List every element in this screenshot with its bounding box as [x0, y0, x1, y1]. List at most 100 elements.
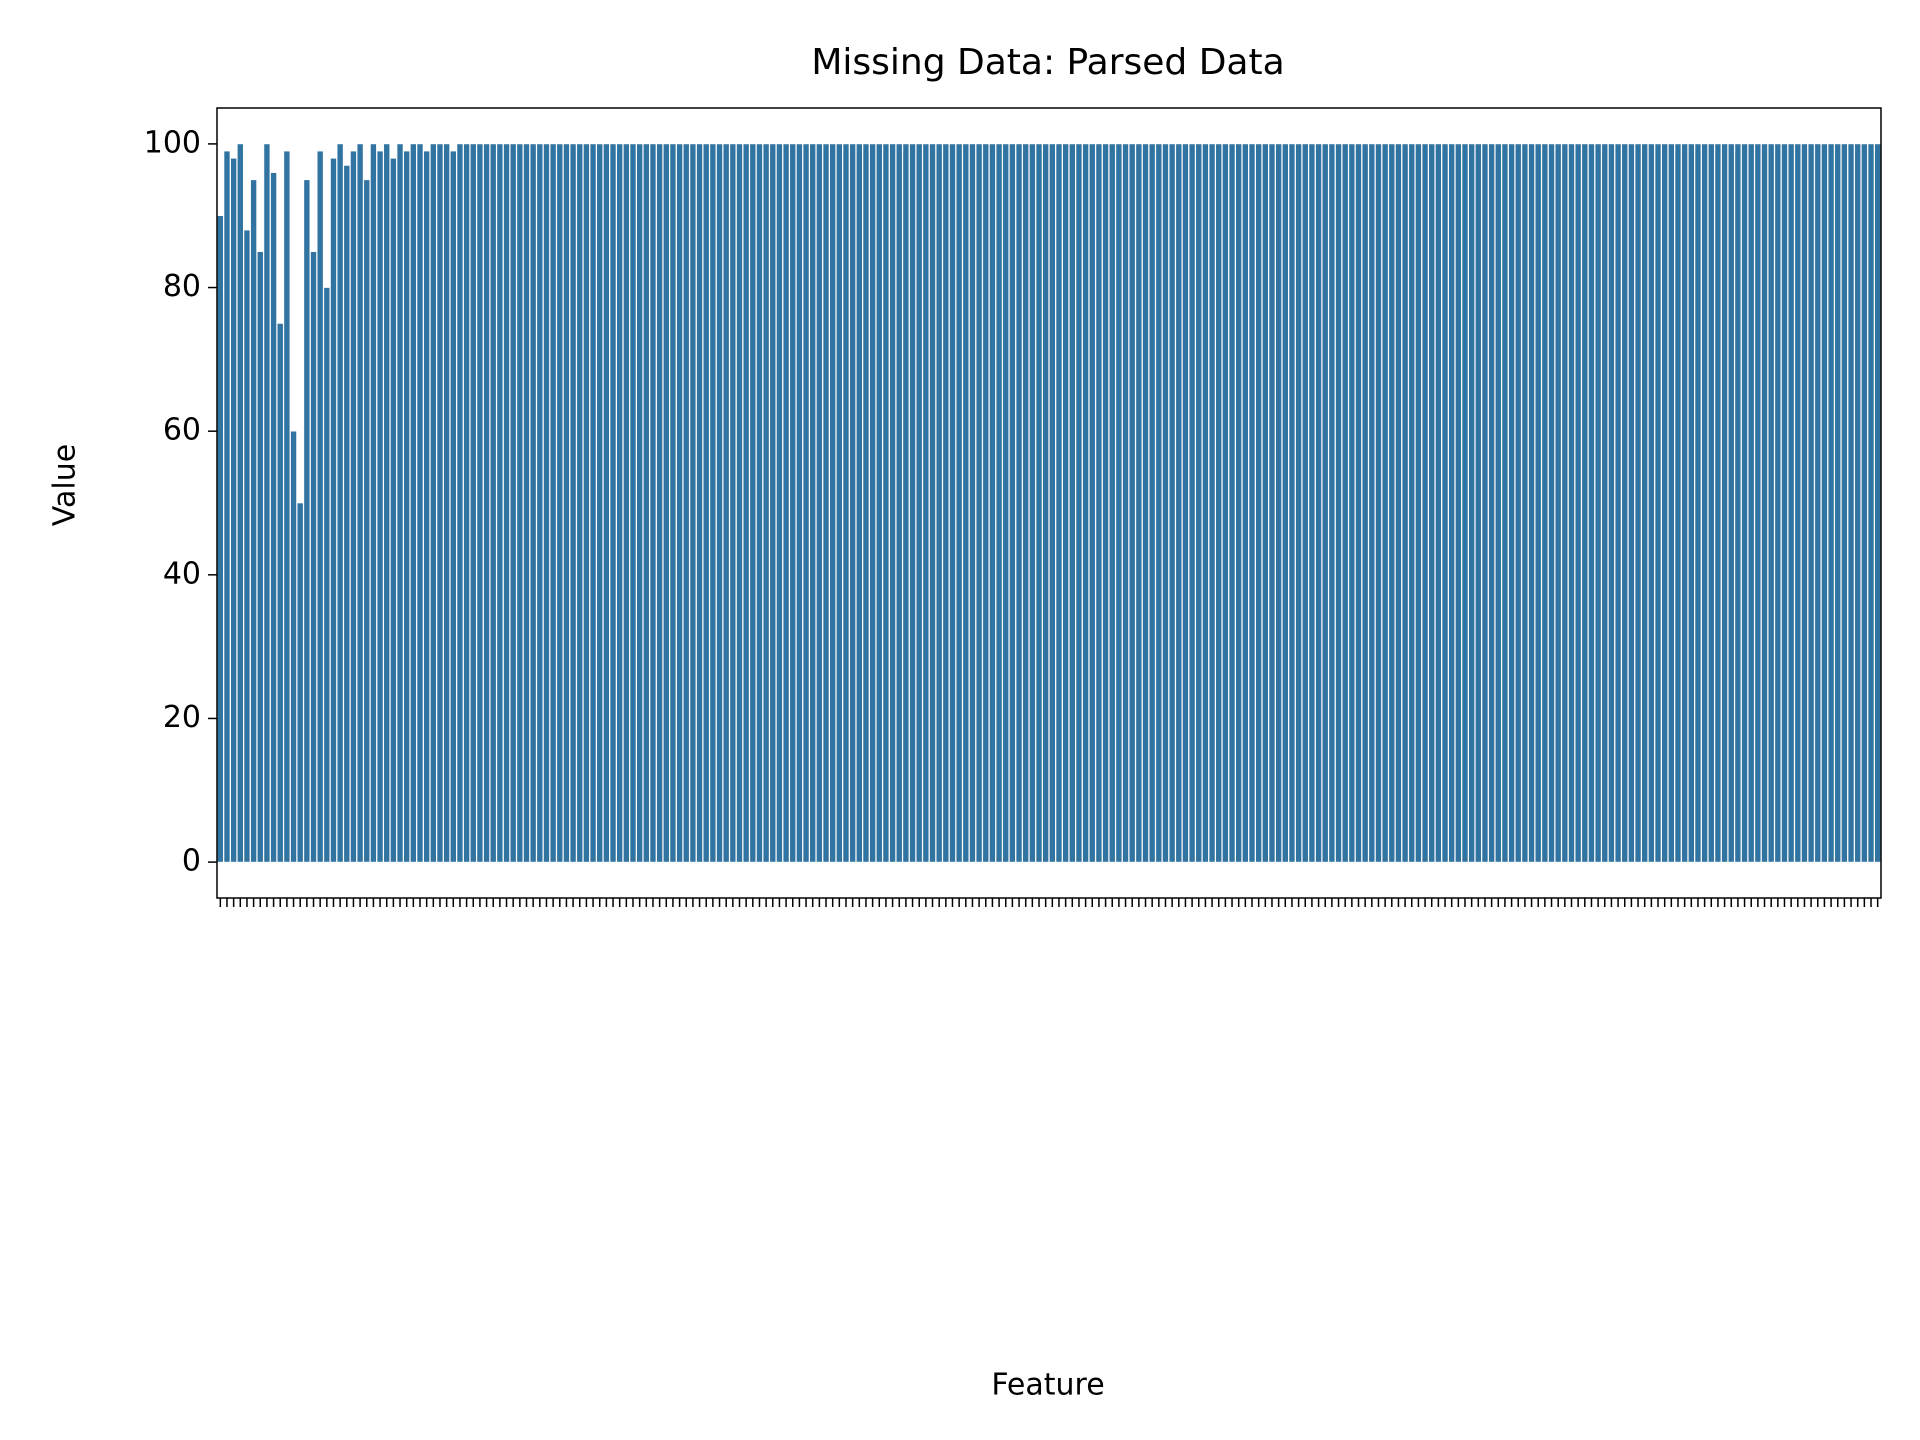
bar: [1601, 143, 1609, 863]
bar: [1315, 143, 1322, 863]
bar: [1009, 143, 1016, 863]
bar: [1654, 143, 1662, 863]
bar: [1155, 143, 1163, 863]
bar: [809, 143, 817, 863]
bar: [995, 143, 1003, 863]
bar: [536, 143, 544, 863]
bar: [323, 287, 331, 863]
bar: [696, 143, 703, 863]
bar: [609, 143, 617, 863]
bar: [1668, 143, 1675, 863]
bar: [1415, 143, 1422, 863]
bar: [496, 143, 504, 863]
bar: [376, 150, 384, 863]
bar: [1242, 143, 1249, 863]
bar: [1368, 143, 1376, 863]
bar: [1321, 143, 1329, 863]
bar: [656, 143, 663, 863]
bar: [629, 143, 637, 863]
bar: [523, 143, 530, 863]
bar: [556, 143, 564, 863]
bar: [1135, 143, 1143, 863]
bar: [589, 143, 597, 863]
bar: [263, 143, 271, 863]
bar: [1182, 143, 1189, 863]
bar: [396, 143, 404, 863]
x-axis-label: Feature: [991, 1368, 1104, 1403]
bar: [1508, 143, 1515, 863]
y-tick-label: 0: [182, 844, 201, 879]
bar: [1188, 143, 1196, 863]
bar: [1128, 143, 1136, 863]
bar: [270, 172, 277, 863]
bar: [749, 143, 757, 863]
bar: [503, 143, 510, 863]
bar: [416, 143, 424, 863]
bar: [1501, 143, 1509, 863]
bar: [569, 143, 577, 863]
bar: [1574, 143, 1582, 863]
bar: [1015, 143, 1023, 863]
bar: [682, 143, 690, 863]
bar: [1235, 143, 1242, 863]
bar: [543, 143, 550, 863]
bar: [603, 143, 610, 863]
bar: [975, 143, 983, 863]
bar: [1308, 143, 1316, 863]
bar: [955, 143, 963, 863]
bar: [776, 143, 783, 863]
bar: [1614, 143, 1622, 863]
bar: [1195, 143, 1203, 863]
bar: [237, 143, 244, 863]
bar: [383, 143, 391, 863]
bar: [1208, 143, 1216, 863]
bar: [1694, 143, 1702, 863]
bar: [290, 430, 297, 863]
bar: [895, 143, 903, 863]
bar: [623, 143, 630, 863]
bar: [509, 143, 517, 863]
bar: [410, 143, 417, 863]
bar: [1455, 143, 1462, 863]
y-axis-label: Value: [48, 444, 83, 526]
plot-frame: [216, 107, 1882, 899]
bar: [1468, 143, 1475, 863]
bar: [1022, 143, 1029, 863]
bar: [1628, 143, 1635, 863]
bar: [1055, 143, 1063, 863]
bar: [1834, 143, 1842, 863]
bar: [1707, 143, 1715, 863]
bar: [1421, 143, 1429, 863]
bar: [862, 143, 870, 863]
bar: [370, 143, 377, 863]
bar: [1281, 143, 1289, 863]
bar: [1841, 143, 1848, 863]
bar: [676, 143, 683, 863]
y-tick-label: 60: [163, 413, 201, 448]
bar: [476, 143, 484, 863]
bar: [1255, 143, 1262, 863]
bar: [223, 150, 231, 863]
bar: [616, 143, 623, 863]
bar: [443, 143, 450, 863]
y-tick-label: 100: [144, 125, 201, 160]
bar: [1228, 143, 1236, 863]
bar: [1348, 143, 1356, 863]
y-tick-label: 80: [163, 269, 201, 304]
bar: [942, 143, 950, 863]
bar: [1035, 143, 1043, 863]
bar: [889, 143, 896, 863]
bar: [669, 143, 677, 863]
bar: [436, 143, 444, 863]
bar: [276, 323, 284, 863]
bar: [1215, 143, 1223, 863]
bar: [256, 251, 264, 863]
bar: [403, 150, 410, 863]
y-tick-label: 20: [163, 700, 201, 735]
bar: [1122, 143, 1129, 863]
bar: [1062, 143, 1069, 863]
bar: [1082, 143, 1089, 863]
bar: [1821, 143, 1828, 863]
bar: [1375, 143, 1382, 863]
